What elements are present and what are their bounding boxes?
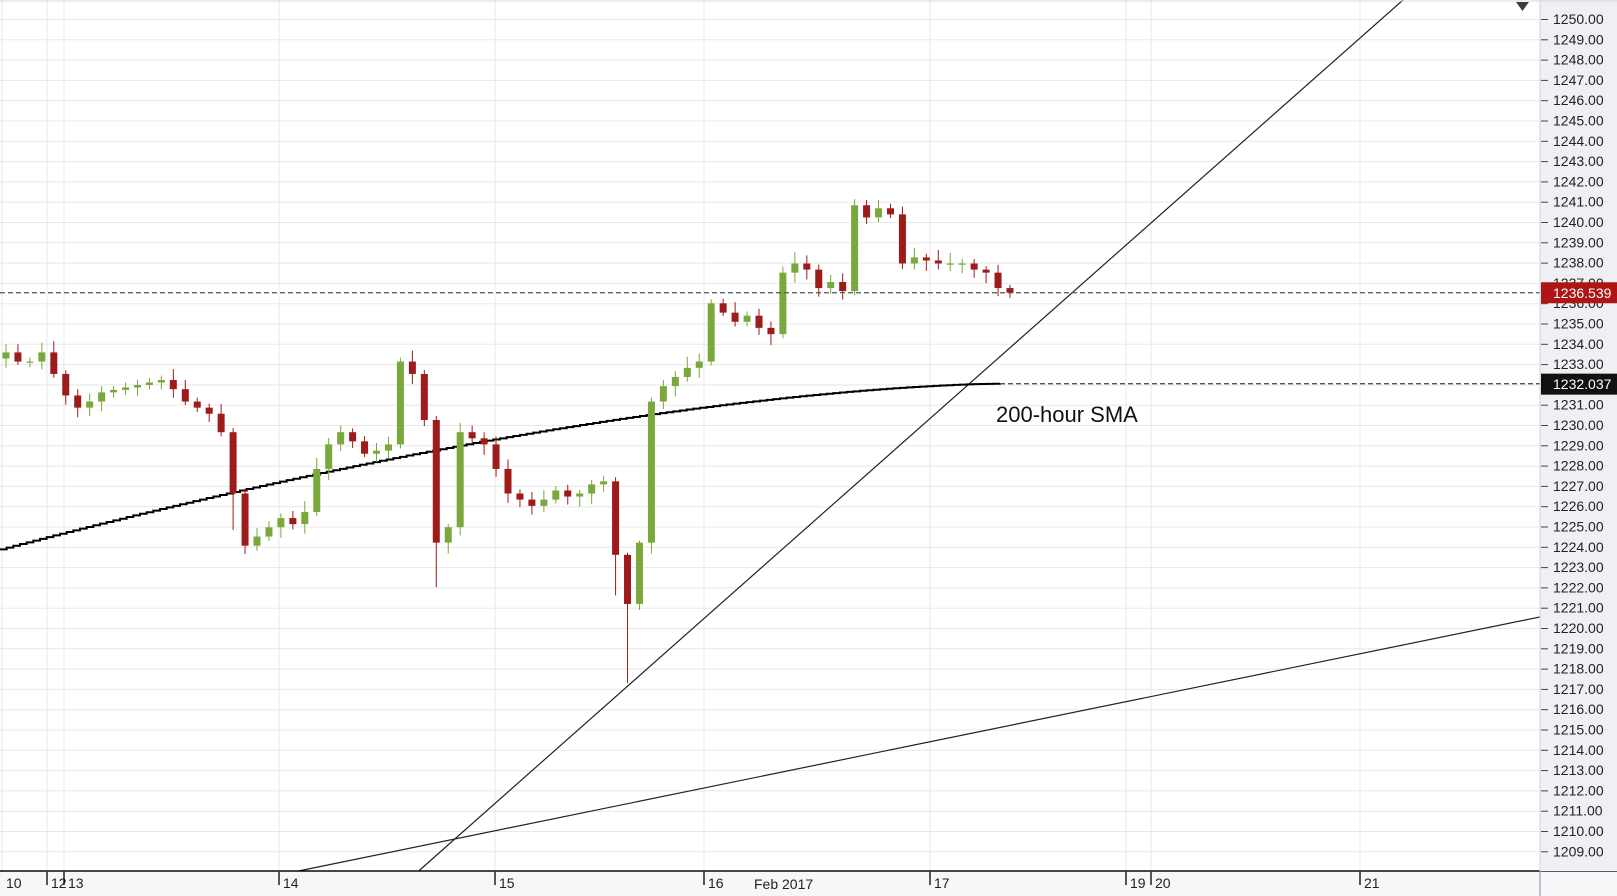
svg-text:1222.00: 1222.00 (1553, 579, 1604, 595)
svg-text:19: 19 (1130, 875, 1146, 891)
svg-text:1246.00: 1246.00 (1553, 92, 1604, 108)
svg-text:1214.00: 1214.00 (1553, 742, 1604, 758)
svg-text:1232.037: 1232.037 (1553, 376, 1612, 392)
svg-text:1229.00: 1229.00 (1553, 437, 1604, 453)
svg-text:1234.00: 1234.00 (1553, 336, 1604, 352)
svg-text:1233.00: 1233.00 (1553, 356, 1604, 372)
svg-text:1212.00: 1212.00 (1553, 782, 1604, 798)
svg-text:20: 20 (1155, 875, 1171, 891)
svg-text:15: 15 (499, 875, 515, 891)
svg-text:1235.00: 1235.00 (1553, 316, 1604, 332)
svg-text:1228.00: 1228.00 (1553, 458, 1604, 474)
svg-text:1213.00: 1213.00 (1553, 762, 1604, 778)
svg-text:1238.00: 1238.00 (1553, 255, 1604, 271)
svg-text:1223.00: 1223.00 (1553, 559, 1604, 575)
svg-text:1245.00: 1245.00 (1553, 113, 1604, 129)
svg-text:21: 21 (1364, 875, 1380, 891)
svg-text:1210.00: 1210.00 (1553, 823, 1604, 839)
svg-text:1240.00: 1240.00 (1553, 214, 1604, 230)
svg-text:1231.00: 1231.00 (1553, 397, 1604, 413)
svg-text:1249.00: 1249.00 (1553, 31, 1604, 47)
svg-text:1250.00: 1250.00 (1553, 11, 1604, 27)
svg-text:1247.00: 1247.00 (1553, 72, 1604, 88)
svg-text:Feb 2017: Feb 2017 (754, 876, 813, 892)
svg-text:1225.00: 1225.00 (1553, 519, 1604, 535)
svg-text:13: 13 (68, 875, 84, 891)
svg-text:1220.00: 1220.00 (1553, 620, 1604, 636)
svg-text:1242.00: 1242.00 (1553, 173, 1604, 189)
svg-text:1216.00: 1216.00 (1553, 701, 1604, 717)
svg-text:1243.00: 1243.00 (1553, 153, 1604, 169)
svg-text:1224.00: 1224.00 (1553, 539, 1604, 555)
svg-text:1209.00: 1209.00 (1553, 843, 1604, 859)
svg-text:1239.00: 1239.00 (1553, 234, 1604, 250)
svg-text:200-hour SMA: 200-hour SMA (996, 402, 1138, 427)
svg-text:1236.539: 1236.539 (1553, 285, 1612, 301)
svg-text:17: 17 (934, 875, 950, 891)
svg-text:1219.00: 1219.00 (1553, 640, 1604, 656)
svg-text:1244.00: 1244.00 (1553, 133, 1604, 149)
svg-text:16: 16 (708, 875, 724, 891)
svg-text:1241.00: 1241.00 (1553, 194, 1604, 210)
svg-text:10: 10 (6, 875, 22, 891)
svg-text:1227.00: 1227.00 (1553, 478, 1604, 494)
svg-text:1215.00: 1215.00 (1553, 722, 1604, 738)
svg-text:1221.00: 1221.00 (1553, 600, 1604, 616)
svg-text:1248.00: 1248.00 (1553, 52, 1604, 68)
svg-text:1218.00: 1218.00 (1553, 661, 1604, 677)
svg-text:1226.00: 1226.00 (1553, 498, 1604, 514)
svg-text:1217.00: 1217.00 (1553, 681, 1604, 697)
svg-text:1211.00: 1211.00 (1553, 803, 1603, 819)
svg-text:1230.00: 1230.00 (1553, 417, 1604, 433)
svg-text:14: 14 (283, 875, 299, 891)
